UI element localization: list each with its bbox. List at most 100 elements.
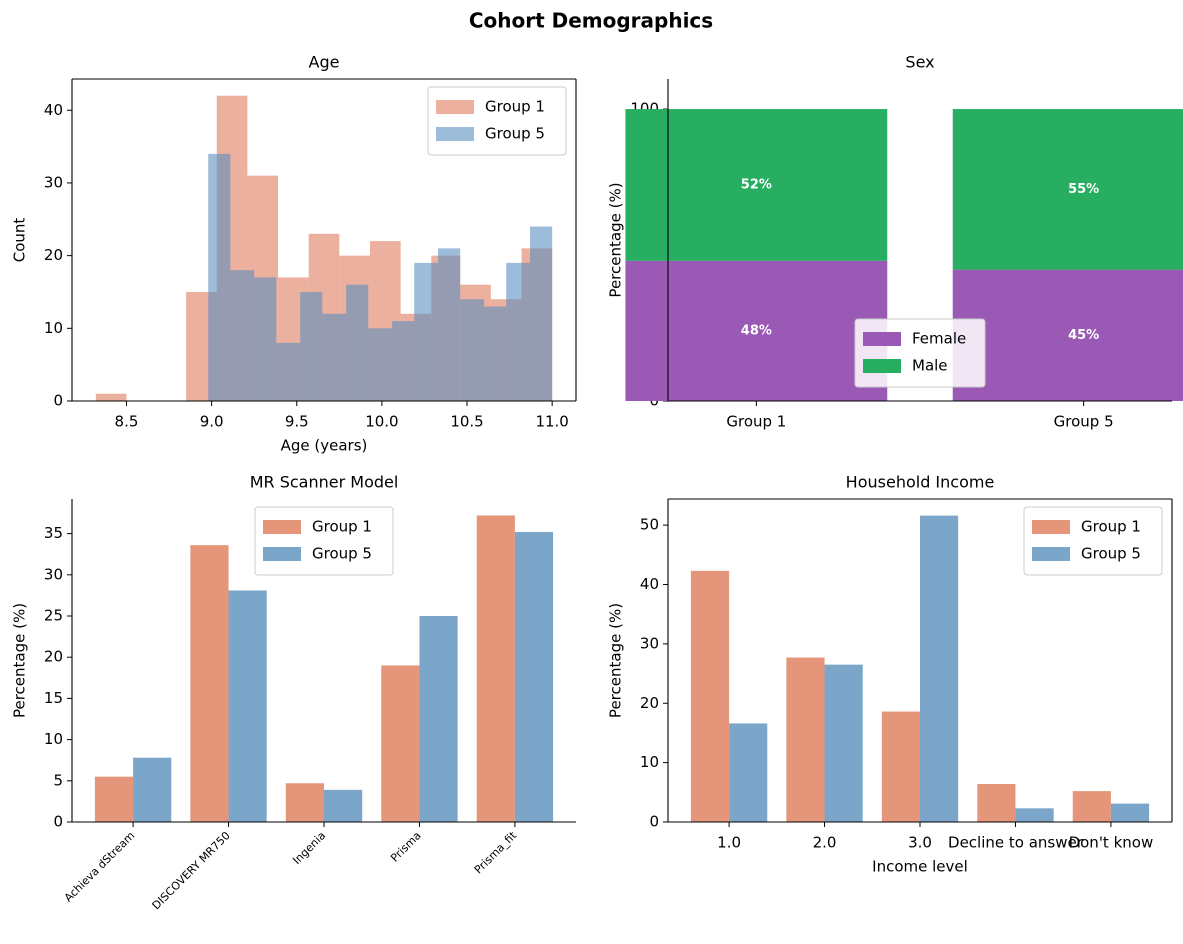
legend-label: Group 1 (1081, 518, 1141, 536)
bar (786, 657, 825, 822)
x-tick-label: Group 5 (1054, 413, 1114, 431)
bar (977, 784, 1016, 822)
x-tick-label: 2.0 (813, 834, 837, 852)
y-tick-label: 20 (44, 246, 63, 264)
x-tick-label: 10.5 (450, 413, 483, 431)
bar (514, 531, 554, 822)
bar (729, 723, 768, 822)
bar-segment (625, 109, 888, 261)
x-tick-label: Prisma (388, 829, 424, 865)
bar (1015, 808, 1054, 822)
bar (419, 616, 458, 822)
plot-area (95, 95, 553, 401)
y-axis-label: Percentage (%) (607, 603, 625, 718)
legend: Female Male (854, 318, 986, 388)
legend-swatch (436, 100, 474, 114)
bar-segment (952, 269, 1183, 401)
bar (285, 783, 324, 822)
panel-title: Age (309, 53, 340, 72)
x-tick-label: Decline to answer (948, 834, 1084, 852)
x-tick-label: Achieva dStream (62, 829, 137, 904)
y-tick-label: 15 (44, 689, 63, 707)
x-tick-label: 9.0 (200, 413, 224, 431)
legend-label: Group 1 (312, 518, 372, 536)
legend-swatch (263, 547, 301, 561)
x-tick-label: Group 1 (726, 413, 786, 431)
x-axis-label: Age (years) (281, 437, 368, 455)
y-tick-label: 10 (640, 753, 659, 771)
legend-label: Group 5 (312, 545, 372, 563)
y-tick-label: 0 (53, 813, 63, 831)
x-tick-label: DISCOVERY MR750 (150, 829, 233, 912)
bar-segment (625, 260, 888, 401)
legend-label: Group 5 (1081, 545, 1141, 563)
x-tick-label: 9.5 (285, 413, 309, 431)
histogram-bar (230, 270, 255, 401)
bar (1072, 791, 1111, 822)
x-tick-label: 10.0 (365, 413, 398, 431)
histogram-bar (254, 277, 277, 401)
panel-title: MR Scanner Model (250, 473, 399, 492)
x-tick-label: Don't know (1069, 834, 1154, 852)
y-axis-label: Count (11, 218, 29, 263)
plot-area: 48% 52% 45% 55% (625, 109, 1183, 401)
y-tick-label: 30 (640, 634, 659, 652)
legend-label: Group 1 (485, 98, 545, 116)
bar (881, 711, 920, 822)
bar (690, 570, 730, 822)
y-tick-label: 0 (53, 392, 63, 410)
x-tick-label: 8.5 (115, 413, 139, 431)
bar (228, 590, 267, 822)
panel-title: Household Income (846, 473, 995, 492)
y-axis-label: Percentage (%) (11, 603, 29, 718)
y-tick-label: 30 (44, 173, 63, 191)
y-tick-label: 30 (44, 565, 63, 583)
legend-swatch (263, 520, 301, 534)
histogram-bar (484, 306, 507, 401)
y-tick-label: 20 (640, 694, 659, 712)
histogram-bar (438, 248, 461, 401)
legend-swatch (863, 332, 901, 346)
legend-label: Female (912, 330, 966, 348)
y-tick-label: 20 (44, 648, 63, 666)
y-tick-label: 40 (640, 575, 659, 593)
histogram-bar (276, 342, 301, 401)
bar (381, 665, 420, 822)
bar (94, 776, 134, 822)
bar (133, 757, 172, 822)
x-axis-label: Income level (872, 858, 968, 876)
histogram-bar (208, 153, 231, 401)
bar (1110, 803, 1150, 822)
bar (324, 789, 363, 822)
legend-swatch (1032, 520, 1070, 534)
y-tick-label: 50 (640, 516, 659, 534)
histogram-bar (368, 328, 393, 401)
histogram-bar (460, 299, 485, 401)
legend-swatch (436, 127, 474, 141)
histogram-bar (506, 262, 531, 401)
y-tick-label: 35 (44, 524, 63, 542)
legend: Group 1 Group 5 (254, 506, 394, 576)
histogram-bar (95, 393, 127, 401)
legend-label: Male (912, 357, 948, 375)
bar (920, 515, 959, 822)
y-tick-label: 5 (53, 771, 63, 789)
plot-area (690, 515, 1150, 822)
value-label: 52% (741, 177, 772, 192)
x-tick-label: Prisma_fit (472, 829, 520, 877)
value-label: 48% (741, 323, 772, 338)
histogram-bar (300, 291, 323, 401)
x-tick-label: Ingenia (290, 829, 328, 867)
histogram-bar (530, 226, 553, 401)
y-tick-label: 10 (44, 730, 63, 748)
legend: Group 1 Group 5 (427, 86, 567, 156)
y-tick-label: 10 (44, 319, 63, 337)
bar (824, 664, 863, 822)
x-tick-label: 1.0 (717, 834, 741, 852)
histogram-bar (392, 321, 415, 401)
value-label: 45% (1068, 328, 1099, 343)
bar-segment (952, 109, 1183, 270)
bar (476, 515, 515, 822)
